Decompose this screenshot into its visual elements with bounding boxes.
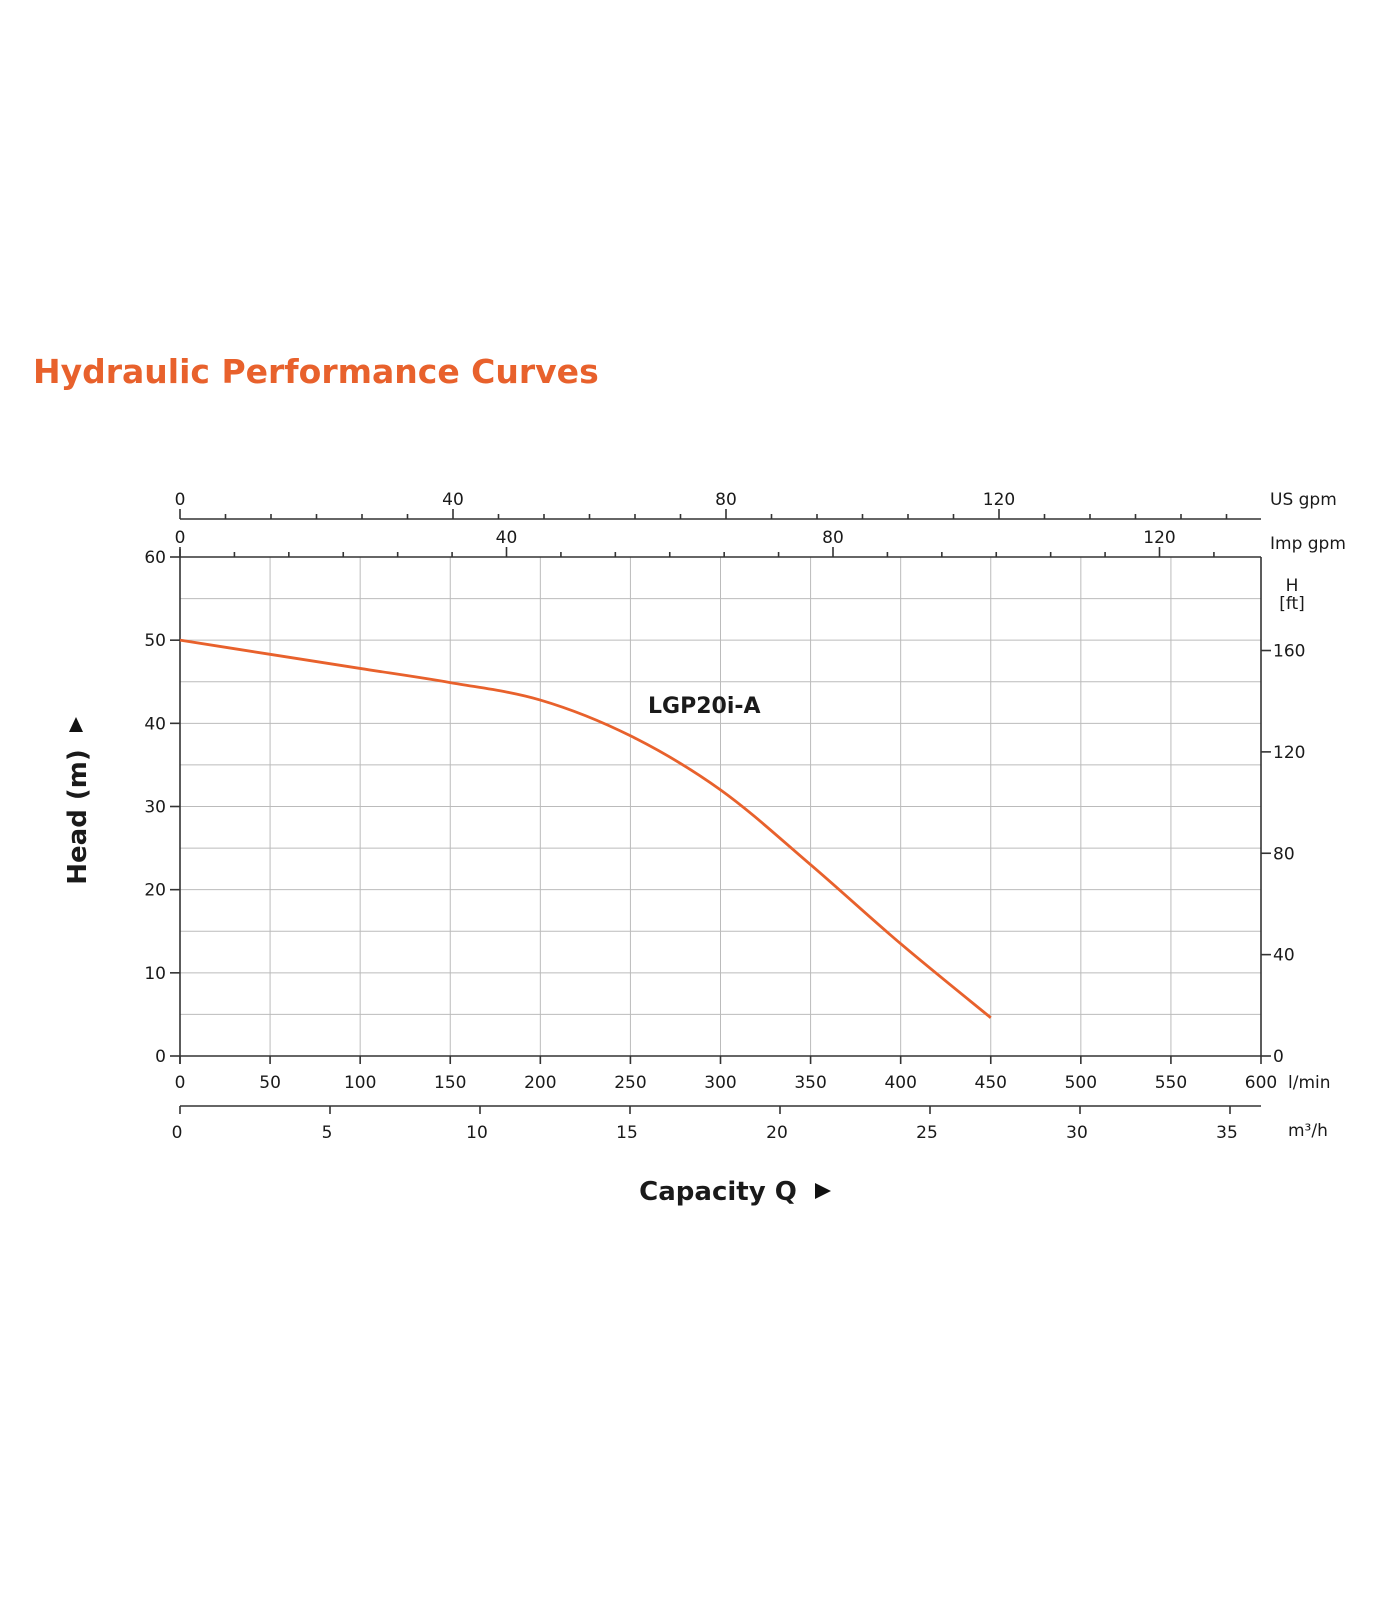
m3h-tick-label: 20 [766,1123,788,1143]
x-tick-label: 300 [704,1073,736,1093]
y-tick-label: 0 [155,1047,166,1067]
y-tick-label: 60 [144,548,166,568]
x-tick-label: 50 [259,1073,281,1093]
m3h-tick-label: 15 [616,1123,638,1143]
m3h-tick-label: 10 [466,1123,488,1143]
m3h-tick-label: 25 [916,1123,938,1143]
us-gpm-tick-label: 120 [983,490,1015,510]
imp-gpm-tick-label: 120 [1143,528,1175,548]
ft-tick-label: 80 [1273,844,1295,864]
x-tick-label: 100 [344,1073,376,1093]
x-tick-label: 600 [1245,1073,1277,1093]
m3h-unit-label: m³/h [1288,1121,1328,1141]
y-axis-title: Head (m) [63,749,93,884]
us-gpm-unit-label: US gpm [1270,490,1337,510]
x-tick-label: 450 [975,1073,1007,1093]
m3h-tick-label: 35 [1216,1123,1238,1143]
x-unit-label: l/min [1288,1073,1331,1093]
ft-tick-label: 0 [1273,1047,1284,1067]
m3h-tick-label: 0 [172,1123,183,1143]
ft-tick-label: 120 [1273,743,1305,763]
imp-gpm-unit-label: Imp gpm [1270,534,1346,554]
us-gpm-tick-label: 40 [442,490,464,510]
m3h-tick-label: 5 [322,1123,333,1143]
ft-tick-label: 40 [1273,946,1295,966]
imp-gpm-tick-label: 0 [175,528,186,548]
x-tick-label: 200 [524,1073,556,1093]
y-tick-label: 40 [144,714,166,734]
imp-gpm-tick-label: 40 [496,528,518,548]
x-tick-label: 250 [614,1073,646,1093]
series-line-LGP20i-A [179,638,992,1019]
us-gpm-tick-label: 80 [715,490,737,510]
x-tick-label: 550 [1155,1073,1187,1093]
y-tick-label: 10 [144,964,166,984]
x-tick-label: 150 [434,1073,466,1093]
x-tick-label: 350 [794,1073,826,1093]
x-tick-label: 0 [175,1073,186,1093]
ft-unit-label: [ft] [1279,594,1305,614]
x-tick-label: 400 [884,1073,916,1093]
y-tick-label: 20 [144,881,166,901]
x-tick-label: 500 [1065,1073,1097,1093]
series-label: LGP20i-A [648,694,761,719]
x-axis-title: Capacity Q [639,1177,797,1207]
ft-unit-label: H [1286,576,1299,596]
imp-gpm-tick-label: 80 [822,528,844,548]
arrow-right-icon [815,1183,831,1199]
y-tick-label: 50 [144,631,166,651]
chart-title: Hydraulic Performance Curves [33,352,599,391]
m3h-tick-label: 30 [1066,1123,1088,1143]
arrow-up-icon [69,717,83,732]
y-tick-label: 30 [144,798,166,818]
us-gpm-tick-label: 0 [175,490,186,510]
ft-tick-label: 160 [1273,642,1305,662]
